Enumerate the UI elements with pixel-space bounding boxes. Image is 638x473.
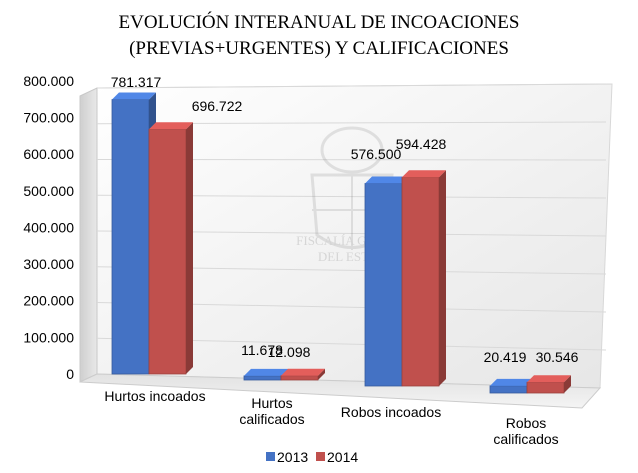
bar-front	[489, 385, 528, 394]
bar-top	[527, 375, 571, 383]
bar-front	[401, 176, 440, 387]
bar-front	[364, 183, 403, 387]
bar-top	[402, 170, 446, 178]
bar-side	[564, 375, 571, 393]
category-label: Hurtos	[251, 395, 292, 411]
floor	[79, 373, 602, 409]
crown-shape	[320, 126, 384, 174]
y-tick-label: 400.000	[23, 219, 74, 235]
category-label: calificados	[239, 411, 304, 427]
bar-top	[365, 176, 409, 184]
bar-top	[149, 122, 193, 130]
data-label: 594.428	[396, 136, 447, 152]
y-tick-label: 300.000	[23, 256, 74, 272]
data-label: 11.678	[241, 342, 283, 358]
legend-label: 2014	[327, 449, 358, 465]
y-tick-label: 100.000	[23, 329, 74, 345]
bar-side	[439, 170, 446, 386]
chart-title-line-1: EVOLUCIÓN INTERANUAL DE INCOACIONES	[119, 11, 520, 33]
bar-front	[526, 381, 565, 394]
y-tick-label: 0	[66, 366, 74, 382]
legend-label: 2013	[277, 449, 308, 465]
bar-front	[148, 128, 187, 375]
bar-side	[318, 368, 325, 380]
data-label: 576.500	[351, 146, 402, 162]
bar-front	[280, 375, 319, 381]
bar	[148, 122, 193, 375]
y-tick-label: 600.000	[23, 146, 74, 162]
bar-side	[186, 122, 193, 374]
bar-top	[490, 378, 534, 386]
gridline	[96, 83, 607, 89]
bars	[111, 92, 571, 394]
bar-top	[244, 368, 288, 376]
bar	[401, 170, 446, 387]
bar-front	[243, 375, 282, 381]
data-label: 30.546	[536, 349, 579, 365]
legend: 2013 2014	[266, 449, 358, 465]
data-label: 12.098	[268, 344, 311, 360]
chart-title-line-2: (PREVIAS+URGENTES) Y CALIFICACIONES	[129, 38, 509, 59]
chart-title: EVOLUCIÓN INTERANUAL DE INCOACIONES (PRE…	[119, 11, 520, 59]
legend-swatch	[316, 452, 325, 461]
y-tick-label: 700.000	[23, 109, 74, 125]
category-label: Robos	[506, 415, 546, 431]
y-tick-label: 800.000	[23, 73, 74, 89]
y-axis-ticks: 0 100.000 200.000 300.000 400.000 500.000 600.…	[23, 73, 74, 382]
bar-front	[111, 99, 150, 375]
category-label: Robos incoados	[341, 404, 441, 420]
y-tick-label: 500.000	[23, 183, 74, 199]
data-label: 696.722	[192, 98, 243, 114]
data-label: 20.419	[484, 349, 527, 365]
data-label: 781.317	[111, 74, 162, 90]
y-tick-label: 200.000	[23, 293, 74, 309]
bar-top	[281, 368, 325, 376]
legend-swatch	[266, 452, 275, 461]
bar	[280, 368, 325, 381]
side-wall	[79, 87, 98, 383]
category-label: Hurtos incoados	[104, 388, 205, 404]
bar-top	[112, 92, 156, 100]
bar	[526, 375, 571, 394]
category-label: calificados	[493, 431, 558, 447]
